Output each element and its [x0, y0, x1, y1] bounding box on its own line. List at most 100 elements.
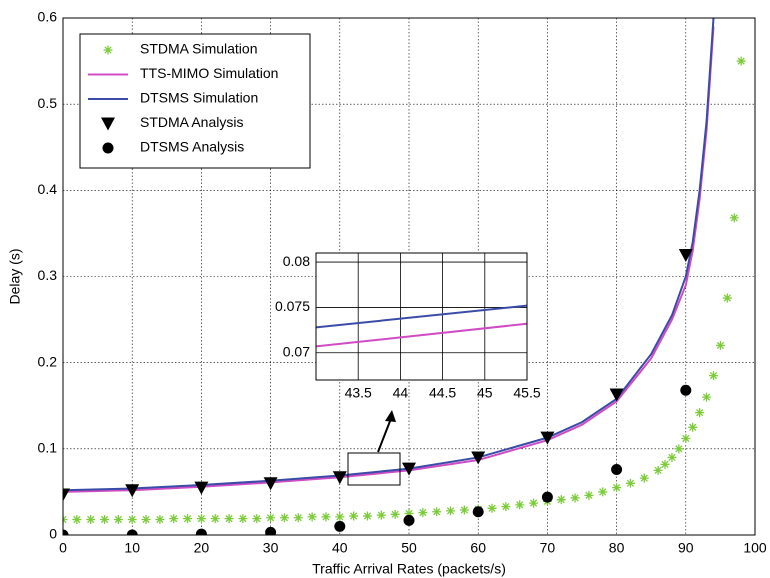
series-line	[63, 26, 715, 493]
asterisk-marker	[501, 502, 511, 512]
circle-marker	[472, 506, 484, 518]
y-tick-label: 0.08	[283, 253, 310, 269]
circle-marker	[680, 384, 692, 396]
triangle-marker	[402, 462, 416, 476]
x-tick-label: 40	[332, 540, 348, 556]
x-tick-label: 45.5	[513, 385, 540, 401]
x-tick-label: 44.5	[429, 385, 456, 401]
asterisk-marker	[660, 459, 670, 469]
asterisk-marker	[100, 514, 110, 524]
asterisk-marker	[529, 498, 539, 508]
asterisk-marker	[376, 510, 386, 520]
asterisk-marker	[210, 514, 220, 524]
asterisk-marker	[155, 514, 165, 524]
asterisk-marker	[459, 505, 469, 515]
y-tick-label: 0	[49, 526, 57, 542]
triangle-marker	[63, 488, 70, 502]
x-tick-label: 10	[124, 540, 140, 556]
triangle-marker	[194, 481, 209, 495]
asterisk-marker	[674, 444, 684, 454]
asterisk-marker	[321, 512, 331, 522]
x-tick-label: 44	[393, 385, 409, 401]
circle-marker	[611, 464, 623, 476]
asterisk-marker	[196, 514, 206, 524]
x-tick-label: 45	[477, 385, 493, 401]
asterisk-marker	[335, 512, 345, 522]
asterisk-marker	[404, 508, 414, 518]
asterisk-marker	[307, 512, 317, 522]
asterisk-marker	[598, 487, 608, 497]
asterisk-marker	[224, 514, 234, 524]
zoom-arrow-head	[385, 410, 396, 422]
asterisk-marker	[141, 514, 151, 524]
legend-label: STDMA Simulation	[140, 41, 257, 57]
x-tick-label: 0	[59, 540, 67, 556]
asterisk-marker	[349, 511, 359, 521]
circle-marker	[403, 514, 415, 526]
x-tick-label: 20	[194, 540, 210, 556]
asterisk-marker	[667, 452, 677, 462]
triangle-marker	[540, 431, 555, 445]
asterisk-marker	[103, 45, 113, 55]
triangle-marker	[101, 117, 115, 131]
x-tick-label: 80	[609, 540, 625, 556]
y-tick-label: 0.07	[283, 343, 310, 359]
asterisk-marker	[487, 503, 497, 513]
legend-label: TTS-MIMO Simulation	[140, 65, 278, 81]
triangle-marker	[125, 484, 140, 498]
zoom-region	[347, 452, 401, 486]
asterisk-marker	[556, 495, 566, 505]
asterisk-marker	[127, 514, 137, 524]
zoom-arrow	[377, 415, 393, 453]
y-tick-label: 0.2	[38, 353, 58, 369]
triangle-marker	[678, 248, 693, 262]
asterisk-marker	[639, 473, 649, 483]
asterisk-marker	[169, 514, 179, 524]
asterisk-marker	[653, 465, 663, 475]
x-tick-label: 60	[470, 540, 486, 556]
y-tick-label: 0.1	[38, 440, 58, 456]
legend: STDMA Simulation TTS-MIMO Simulation DTSMS…	[79, 33, 311, 169]
y-tick-label: 0.5	[38, 95, 58, 111]
asterisk-marker	[584, 490, 594, 500]
asterisk-marker	[446, 506, 456, 516]
triangle-marker	[609, 388, 624, 402]
circle-marker	[265, 526, 277, 535]
asterisk-marker	[390, 509, 400, 519]
asterisk-marker	[252, 514, 262, 524]
asterisk-marker	[72, 514, 82, 524]
series-line	[63, 18, 715, 492]
x-tick-label: 43.5	[345, 385, 372, 401]
triangle-marker	[332, 471, 347, 485]
axes-frame	[315, 252, 528, 381]
triangle-marker	[471, 451, 486, 465]
asterisk-marker	[515, 500, 525, 510]
asterisk-marker	[695, 408, 705, 418]
inset-plot: 43.5 44 44.5 45 45.5 0.07 0.075 0.08	[275, 252, 541, 401]
axes-frame	[62, 17, 756, 536]
series-line	[316, 304, 527, 329]
data-layer	[316, 304, 527, 348]
asterisk-marker	[715, 340, 725, 350]
asterisk-marker	[86, 514, 96, 524]
legend-label: DTSMS Analysis	[140, 139, 244, 155]
asterisk-marker	[570, 493, 580, 503]
y-tick-label: 0.4	[38, 181, 58, 197]
circle-marker	[63, 529, 69, 535]
legend-label: DTSMS Simulation	[140, 90, 258, 106]
asterisk-marker	[708, 371, 718, 381]
y-tick-label: 0.6	[38, 9, 58, 25]
asterisk-marker	[612, 483, 622, 493]
asterisk-marker	[279, 513, 289, 523]
asterisk-marker	[729, 213, 739, 223]
asterisk-marker	[418, 508, 428, 518]
y-tick-label: 0.3	[38, 267, 58, 283]
circle-marker	[126, 529, 138, 535]
triangle-marker	[263, 477, 278, 491]
asterisk-marker	[681, 433, 691, 443]
x-axis-label: Traffic Arrival Rates (packets/s)	[312, 561, 506, 577]
data-layer	[63, 18, 746, 535]
asterisk-marker	[238, 514, 248, 524]
asterisk-marker	[688, 422, 698, 432]
